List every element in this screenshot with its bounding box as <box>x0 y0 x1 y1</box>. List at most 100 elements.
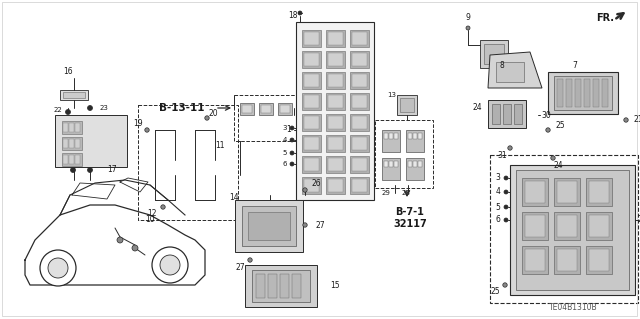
Bar <box>350 30 369 47</box>
Bar <box>586 178 612 206</box>
Bar <box>382 130 400 152</box>
Bar <box>586 246 612 274</box>
Text: 27: 27 <box>315 220 324 229</box>
Circle shape <box>205 116 209 120</box>
Circle shape <box>160 255 180 275</box>
Bar <box>304 53 319 66</box>
Bar <box>394 161 398 167</box>
Bar <box>302 72 321 89</box>
Bar <box>326 177 345 194</box>
Bar <box>328 179 343 192</box>
Bar <box>602 79 608 107</box>
Text: 16: 16 <box>63 68 73 77</box>
Bar <box>63 92 85 98</box>
Circle shape <box>546 128 550 132</box>
Bar <box>328 116 343 129</box>
Bar <box>302 114 321 131</box>
Bar <box>245 265 317 307</box>
Polygon shape <box>488 52 542 88</box>
Bar <box>350 177 369 194</box>
Bar <box>234 95 296 141</box>
Bar <box>480 40 508 68</box>
Bar <box>488 100 526 128</box>
Bar <box>557 215 577 237</box>
Bar <box>522 246 548 274</box>
Circle shape <box>152 247 188 283</box>
Text: 12: 12 <box>147 210 157 219</box>
Bar <box>557 79 563 107</box>
Bar <box>304 158 319 171</box>
Bar <box>350 93 369 110</box>
Circle shape <box>303 188 307 192</box>
Circle shape <box>508 146 512 150</box>
Bar <box>326 93 345 110</box>
Bar <box>352 158 367 171</box>
Bar <box>240 103 254 115</box>
Text: B-13-11: B-13-11 <box>159 103 205 113</box>
Text: B-7-1: B-7-1 <box>396 207 424 217</box>
Bar <box>242 105 252 113</box>
Text: 24: 24 <box>553 160 563 169</box>
Bar <box>326 30 345 47</box>
Text: 31: 31 <box>497 152 507 160</box>
Bar <box>589 181 609 203</box>
Text: 10: 10 <box>145 216 155 225</box>
Bar <box>138 105 238 220</box>
Bar <box>280 274 289 298</box>
Bar <box>302 177 321 194</box>
Bar <box>304 116 319 129</box>
Text: 22: 22 <box>54 107 62 113</box>
Bar <box>352 137 367 150</box>
Bar <box>408 133 412 139</box>
Circle shape <box>503 283 507 287</box>
Bar <box>326 72 345 89</box>
Bar <box>352 74 367 87</box>
Text: 8: 8 <box>500 61 504 70</box>
Circle shape <box>117 237 123 243</box>
Bar <box>554 246 580 274</box>
Text: 6: 6 <box>495 216 500 225</box>
Bar <box>302 156 321 173</box>
Circle shape <box>161 205 165 209</box>
Bar <box>75 123 80 132</box>
Bar <box>406 158 424 180</box>
Circle shape <box>70 167 76 173</box>
Text: 14: 14 <box>229 194 239 203</box>
Bar <box>389 133 393 139</box>
Bar <box>278 103 292 115</box>
Bar <box>62 153 82 166</box>
Bar <box>350 51 369 68</box>
Text: FR.: FR. <box>596 13 614 23</box>
Text: 29: 29 <box>382 190 391 196</box>
Bar <box>242 206 296 246</box>
Bar <box>350 114 369 131</box>
Bar <box>557 181 577 203</box>
Bar <box>382 158 400 180</box>
Bar <box>328 158 343 171</box>
Circle shape <box>88 167 93 173</box>
Bar <box>304 95 319 108</box>
Text: 30: 30 <box>541 110 551 120</box>
Text: 25: 25 <box>490 287 500 296</box>
Bar <box>280 105 290 113</box>
Bar <box>492 104 500 124</box>
Circle shape <box>48 258 68 278</box>
Bar <box>292 274 301 298</box>
Bar <box>304 32 319 45</box>
Circle shape <box>40 250 76 286</box>
Bar <box>62 137 82 150</box>
Circle shape <box>303 223 307 227</box>
Bar <box>75 139 80 148</box>
Bar <box>304 179 319 192</box>
Bar <box>389 161 393 167</box>
Bar <box>252 270 310 302</box>
Bar <box>75 155 80 164</box>
Bar <box>328 95 343 108</box>
Bar <box>235 200 303 252</box>
Bar <box>63 139 68 148</box>
Text: 24: 24 <box>472 103 482 113</box>
Circle shape <box>504 190 508 194</box>
Bar <box>259 103 273 115</box>
Bar <box>304 137 319 150</box>
Bar <box>384 133 388 139</box>
